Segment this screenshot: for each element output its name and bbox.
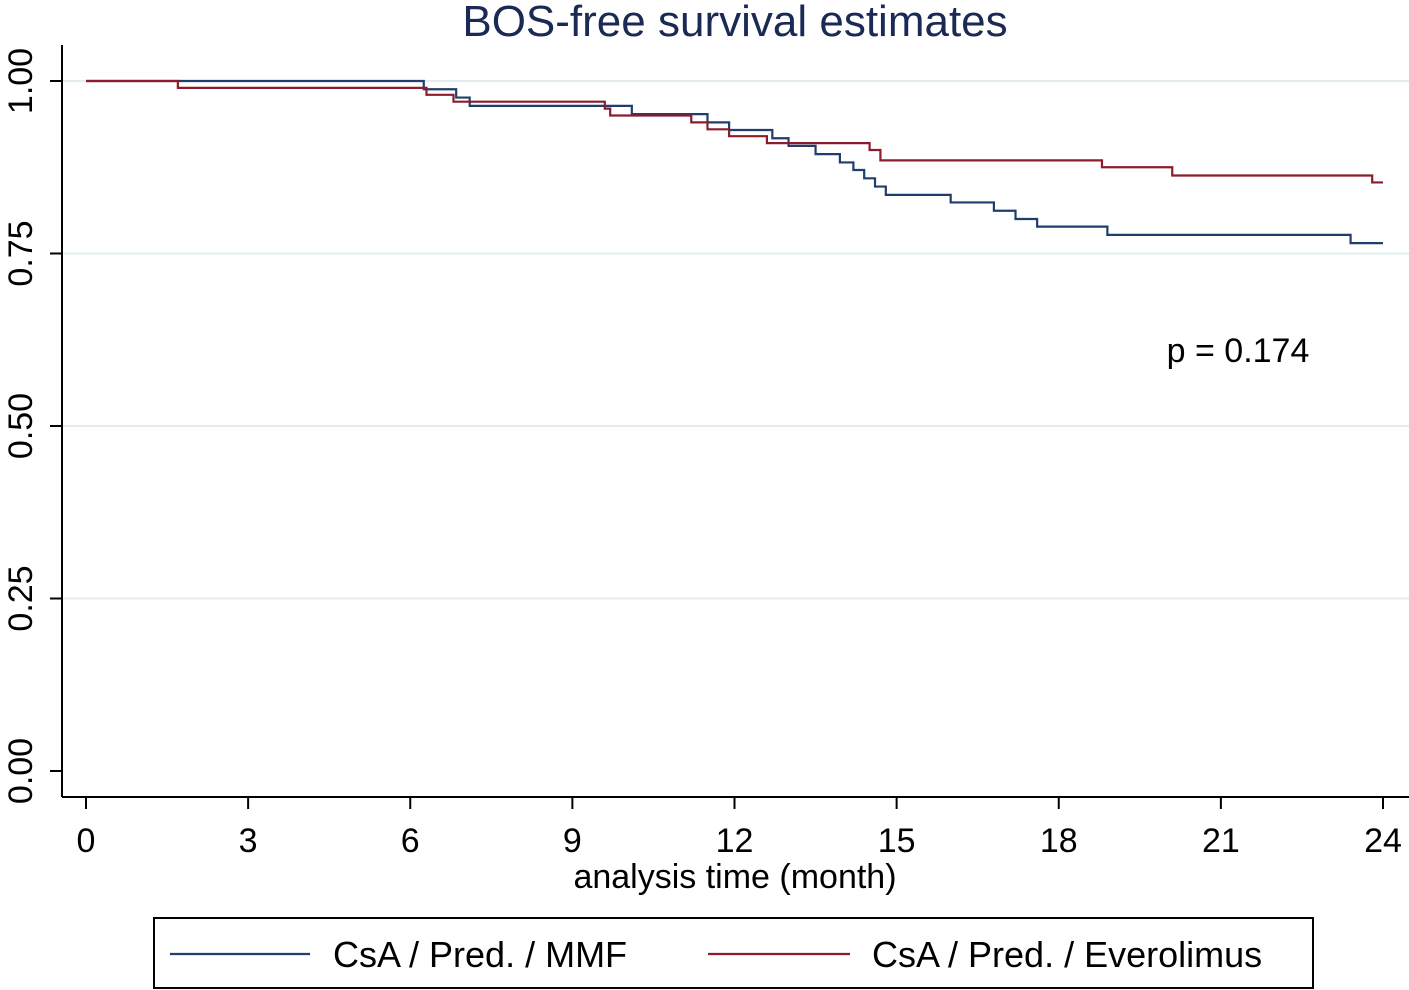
y-ticks: 0.00 0.25 0.50 0.75 1.00 (2, 48, 62, 804)
series-line-1 (86, 79, 1383, 184)
x-ticks: 0 3 6 9 12 15 18 21 24 (77, 797, 1402, 860)
legend-label-mmf: CsA / Pred. / MMF (333, 934, 627, 975)
y-tick-label-1: 0.25 (2, 565, 40, 631)
series-line-0 (86, 79, 1383, 245)
x-tick-label-1: 3 (239, 822, 258, 860)
x-tick-label-2: 6 (401, 822, 420, 860)
x-tick-label-0: 0 (77, 822, 96, 860)
x-tick-label-4: 12 (716, 822, 754, 860)
axes (61, 45, 1409, 798)
x-tick-label-6: 18 (1040, 822, 1078, 860)
x-axis-label: analysis time (month) (573, 858, 896, 896)
series-lines (86, 79, 1383, 245)
x-tick-label-3: 9 (563, 822, 582, 860)
legend: CsA / Pred. / MMF CsA / Pred. / Everolim… (153, 917, 1314, 989)
y-tick-label-3: 0.75 (2, 220, 40, 286)
chart-title: BOS-free survival estimates (462, 0, 1007, 46)
legend-label-everolimus: CsA / Pred. / Everolimus (872, 934, 1262, 975)
x-tick-label-7: 21 (1202, 822, 1240, 860)
p-value-annotation: p = 0.174 (1167, 332, 1310, 370)
y-tick-label-0: 0.00 (2, 738, 40, 804)
x-tick-label-5: 15 (878, 822, 916, 860)
y-tick-label-4: 1.00 (2, 48, 40, 114)
x-tick-label-8: 24 (1364, 822, 1402, 860)
y-tick-label-2: 0.50 (2, 393, 40, 459)
